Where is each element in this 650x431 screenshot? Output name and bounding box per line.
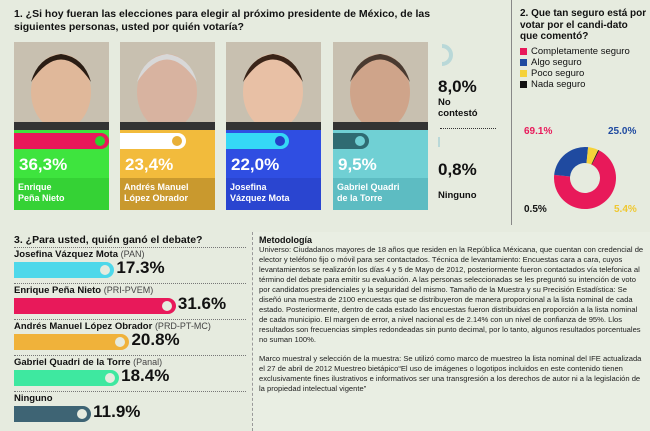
- question-3-title: 3. ¿Para usted, quién ganó el debate?: [14, 234, 203, 246]
- legend-swatch: [520, 80, 527, 88]
- donut-slice: [554, 147, 589, 177]
- vote-bar: [226, 130, 321, 152]
- legend-swatch: [520, 69, 527, 77]
- debate-bar: [14, 262, 115, 278]
- methodology-panel: Metodología Universo: Ciudadanos mayores…: [252, 232, 650, 431]
- legend-swatch: [520, 58, 527, 66]
- vote-bar: [14, 130, 109, 152]
- candidate-name: Andrés Manuel López Obrador: [120, 178, 215, 210]
- candidate-pct: 36,3%: [14, 152, 109, 178]
- debate-pct: 17.3%: [116, 258, 165, 277]
- row-divider: [14, 355, 246, 356]
- question-2-title: 2. Que tan seguro está por votar por el …: [520, 8, 647, 42]
- row-divider: [14, 319, 246, 320]
- divider: [440, 128, 496, 129]
- legend-swatch: [520, 47, 527, 55]
- debate-pct: 11.9%: [93, 402, 141, 421]
- debate-row: Josefina Vázquez Mota (PAN) 17.3%: [14, 249, 246, 283]
- question-1-title: 1. ¿Si hoy fueran las elecciones para el…: [14, 8, 431, 33]
- methodology-text: Universo: Ciudadanos mayores de 18 años …: [259, 245, 644, 344]
- label-poco: 5.4%: [614, 204, 637, 215]
- donut-chart: [554, 147, 616, 209]
- methodology-title: Metodología: [259, 235, 312, 245]
- candidate-pct: 9,5%: [333, 152, 428, 178]
- candidate-name: Gabriel Quadri de la Torre: [333, 178, 428, 210]
- vote-bar: [333, 130, 428, 152]
- label-nada: 0.5%: [524, 204, 547, 215]
- debate-pct: 20.8%: [131, 330, 180, 349]
- label-completamente: 69.1%: [524, 126, 553, 137]
- debate-bar: [14, 334, 130, 350]
- ninguno-ring-icon: [438, 137, 440, 147]
- debate-bar: [14, 406, 92, 422]
- row-label: Ninguno: [14, 393, 53, 404]
- debate-row: Enrique Peña Nieto (PRI-PVEM) 31.6%: [14, 285, 246, 319]
- candidate-card: 23,4% Andrés Manuel López Obrador: [120, 42, 215, 210]
- row-label: Gabriel Quadri de la Torre (Panal): [14, 357, 163, 368]
- legend-item: Poco seguro: [520, 68, 648, 79]
- row-label: Enrique Peña Nieto (PRI-PVEM): [14, 285, 154, 296]
- row-label: Josefina Vázquez Mota (PAN): [14, 249, 145, 260]
- row-divider: [14, 247, 246, 248]
- candidate-name: Josefina Vázquez Mota: [226, 178, 321, 210]
- donut-slice: [591, 149, 600, 165]
- no-contesto-label: No contestó: [438, 97, 478, 119]
- legend: Completamente seguro Algo seguro Poco segu…: [520, 46, 648, 90]
- no-contesto-pct: 8,0%: [438, 77, 477, 96]
- sampling-text: Marco muestral y selección de la muestra…: [259, 354, 642, 393]
- candidate-card: 9,5% Gabriel Quadri de la Torre: [333, 42, 428, 210]
- candidate-pct: 22,0%: [226, 152, 321, 178]
- no-contesto-ring-icon: [438, 44, 458, 71]
- donut-slice: [554, 150, 616, 209]
- label-algo: 25.0%: [608, 126, 637, 137]
- legend-item: Nada seguro: [520, 79, 648, 90]
- vote-bar: [120, 130, 215, 152]
- candidate-photo: [120, 42, 215, 130]
- candidate-photo: [226, 42, 321, 130]
- row-label: Andrés Manuel López Obrador (PRD-PT-MC): [14, 321, 211, 332]
- donut-slice: [586, 147, 599, 165]
- ninguno-label: Ninguno: [438, 190, 477, 201]
- candidate-card: 22,0% Josefina Vázquez Mota: [226, 42, 321, 210]
- vertical-divider: [511, 0, 512, 225]
- candidate-photo: [333, 42, 428, 130]
- debate-bar: [14, 370, 120, 386]
- candidate-photo: [14, 42, 109, 130]
- legend-item: Completamente seguro: [520, 46, 648, 57]
- legend-item: Algo seguro: [520, 57, 648, 68]
- debate-row: Andrés Manuel López Obrador (PRD-PT-MC) …: [14, 321, 246, 355]
- row-divider: [14, 283, 246, 284]
- debate-pct: 18.4%: [121, 366, 170, 385]
- debate-bar: [14, 298, 176, 314]
- question-2-header: 2. Que tan seguro está por votar por el …: [520, 8, 648, 90]
- candidate-name: Enrique Peña Nieto: [14, 178, 109, 210]
- debate-pct: 31.6%: [177, 294, 227, 313]
- ninguno-pct: 0,8%: [438, 160, 477, 179]
- candidate-card: 36,3% Enrique Peña Nieto: [14, 42, 109, 210]
- candidate-pct: 23,4%: [120, 152, 215, 178]
- row-divider: [14, 391, 246, 392]
- debate-row: Gabriel Quadri de la Torre (Panal) 18.4%: [14, 357, 246, 391]
- debate-row: Ninguno 11.9%: [14, 393, 246, 427]
